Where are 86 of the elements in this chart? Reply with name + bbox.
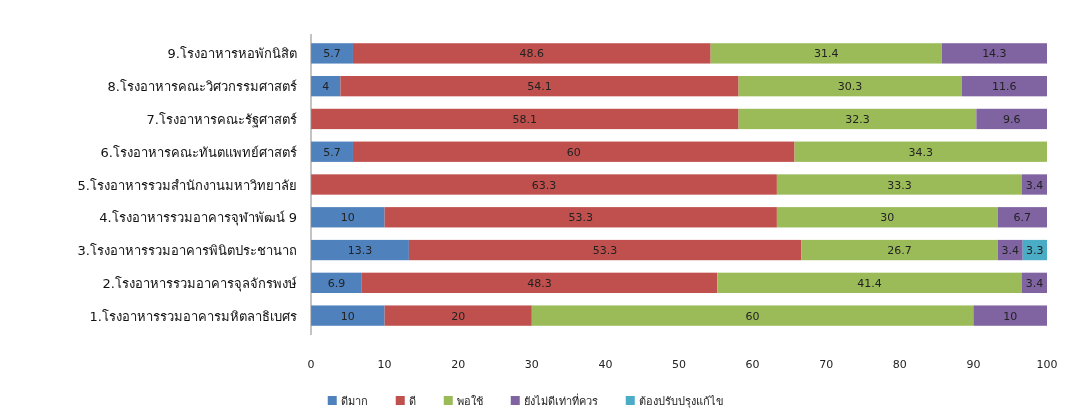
bar <box>311 174 777 195</box>
data-label: 10 <box>340 309 355 323</box>
x-tick-label: 70 <box>819 358 834 371</box>
data-label: 3.4 <box>1001 244 1019 258</box>
legend-label: พอใช้ <box>456 395 483 408</box>
data-label: 60 <box>745 309 760 323</box>
bar <box>384 207 777 228</box>
data-label: 9.6 <box>1002 112 1021 126</box>
data-label: 6.9 <box>327 276 346 290</box>
y-tick-label: 2.โรงอาหารรวมอาคารจุลจักรพงษ์ <box>102 275 297 292</box>
x-tick-label: 40 <box>598 358 613 371</box>
bar <box>941 43 1047 64</box>
bar <box>408 239 802 261</box>
y-tick-label: 1.โรงอาหารรวมอาคารมหิตลาธิเบศร <box>89 308 297 324</box>
data-label: 32.3 <box>845 112 870 126</box>
bar <box>961 76 1047 97</box>
data-label: 5.7 <box>323 47 341 61</box>
bar <box>531 305 974 326</box>
bar <box>311 207 385 228</box>
y-tick-label: 5.โรงอาหารรวมสำนักงานมหาวิทยาลัย <box>77 177 297 193</box>
data-label: 10 <box>1003 309 1018 323</box>
legend-label: ต้องปรับปรุงแก้ไข <box>638 395 724 408</box>
x-tick-label: 90 <box>966 358 981 371</box>
data-label: 3.4 <box>1025 178 1044 192</box>
data-label: 26.7 <box>887 244 912 258</box>
x-tick-label: 10 <box>377 358 392 371</box>
x-tick-label: 20 <box>451 358 466 371</box>
data-label: 5.7 <box>323 145 341 159</box>
data-label: 14.3 <box>982 47 1007 61</box>
bar <box>311 108 739 130</box>
bar <box>361 272 718 293</box>
data-label: 31.4 <box>813 47 839 61</box>
data-label: 48.6 <box>519 47 545 61</box>
data-label: 20 <box>451 309 466 323</box>
data-label: 54.1 <box>527 80 552 94</box>
data-label: 60 <box>566 145 581 159</box>
data-label: 13.3 <box>347 244 373 258</box>
data-label: 41.4 <box>857 276 882 290</box>
data-label: 33.3 <box>887 178 912 192</box>
bar <box>738 108 977 130</box>
bar <box>801 239 998 261</box>
bar <box>717 272 1022 293</box>
bar <box>776 207 998 228</box>
bar <box>710 43 942 64</box>
x-tick-label: 30 <box>524 358 539 371</box>
bar <box>384 305 532 326</box>
bar <box>352 43 711 64</box>
data-label: 3.3 <box>1026 244 1044 258</box>
data-label: 4 <box>322 80 330 94</box>
y-tick-label: 6.โรงอาหารคณะทันตแพทย์ศาสตร์ <box>100 144 297 160</box>
data-label: 30.3 <box>837 80 863 94</box>
data-label: 58.1 <box>512 112 538 126</box>
bar <box>311 305 385 326</box>
bar <box>311 43 353 64</box>
data-label: 34.3 <box>908 145 934 159</box>
x-tick-label: 100 <box>1036 358 1058 371</box>
y-tick-label: 8.โรงอาหารคณะวิศวกรรมศาสตร์ <box>107 79 297 95</box>
data-label: 53.3 <box>568 211 593 225</box>
bar <box>776 174 1022 195</box>
bar <box>997 207 1047 228</box>
legend-label: ดีมาก <box>340 395 368 408</box>
data-label: 63.3 <box>531 178 557 192</box>
x-tick-label: 80 <box>892 358 907 371</box>
data-label: 53.3 <box>592 244 618 258</box>
data-label: 48.3 <box>527 276 552 290</box>
data-label: 6.7 <box>1013 211 1032 225</box>
legend-label: ดี <box>408 395 416 408</box>
data-label: 11.6 <box>992 80 1017 94</box>
bar <box>340 76 739 97</box>
bar <box>976 108 1047 130</box>
bar <box>794 141 1047 162</box>
y-tick-label: 4.โรงอาหารรวมอาคารจุฬาพัฒน์ 9 <box>99 210 297 227</box>
bar <box>352 141 795 162</box>
bar <box>973 305 1047 326</box>
legend-label: ยังไม่ดีเท่าที่ควร <box>523 393 598 408</box>
bar <box>311 239 409 261</box>
y-tick-label: 9.โรงอาหารหอพักนิสิต <box>167 46 297 62</box>
data-label: 3.4 <box>1025 276 1044 290</box>
data-label: 30 <box>880 211 895 225</box>
bar <box>738 76 962 97</box>
x-tick-label: 0 <box>307 358 315 371</box>
x-tick-label: 60 <box>745 358 760 371</box>
y-tick-label: 3.โรงอาหารรวมอาคารพินิตประชานาถ <box>77 243 297 259</box>
data-label: 10 <box>340 211 355 225</box>
y-tick-label: 7.โรงอาหารคณะรัฐศาสตร์ <box>146 111 297 128</box>
x-tick-label: 50 <box>672 358 686 371</box>
